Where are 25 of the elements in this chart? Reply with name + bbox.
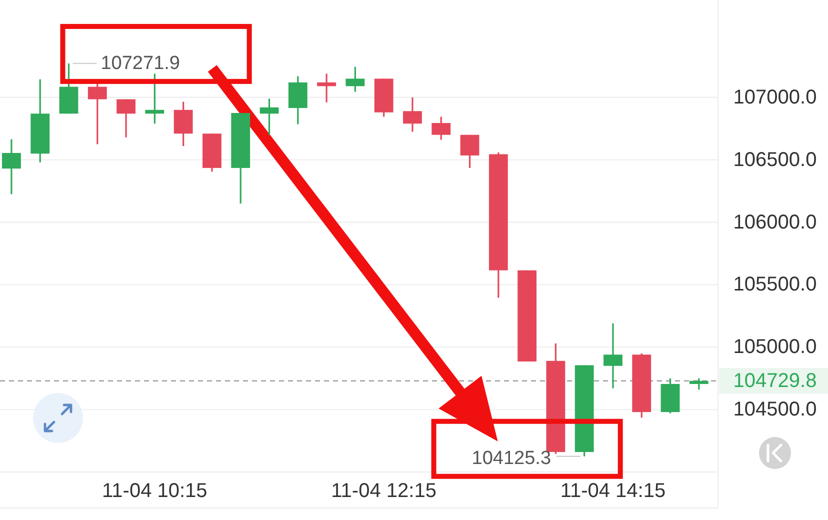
y-tick-label: 106500.0 — [733, 148, 817, 171]
candlestick — [317, 72, 336, 104]
candlestick — [260, 98, 279, 136]
y-tick-label: 105000.0 — [733, 336, 817, 358]
candlestick — [460, 134, 480, 169]
y-tick-label: 107000.0 — [733, 86, 817, 108]
candlestick — [2, 138, 21, 195]
annotation: 107271.9 — [100, 52, 180, 74]
candlestick — [116, 98, 136, 138]
candlestick — [174, 100, 193, 147]
x-tick-label: 11-04 10:15 — [102, 480, 208, 502]
annotation: 104125.3 — [472, 448, 552, 469]
candlestick — [145, 72, 164, 124]
y-tick-label: 105500.0 — [733, 274, 817, 296]
candlestick — [689, 378, 708, 390]
ref-line-label: 104729.8 — [733, 370, 817, 392]
candlestick — [403, 96, 422, 133]
x-tick-label: 11-04 12:15 — [331, 480, 436, 502]
candlestick — [604, 322, 622, 390]
candlestick — [88, 82, 107, 146]
y-tick-label: 104500.0 — [733, 398, 817, 421]
candlestick — [346, 66, 365, 93]
candlestick — [432, 116, 451, 141]
y-tick-label: 106000.0 — [733, 211, 817, 234]
x-tick-label: 11-04 14:15 — [560, 480, 666, 502]
